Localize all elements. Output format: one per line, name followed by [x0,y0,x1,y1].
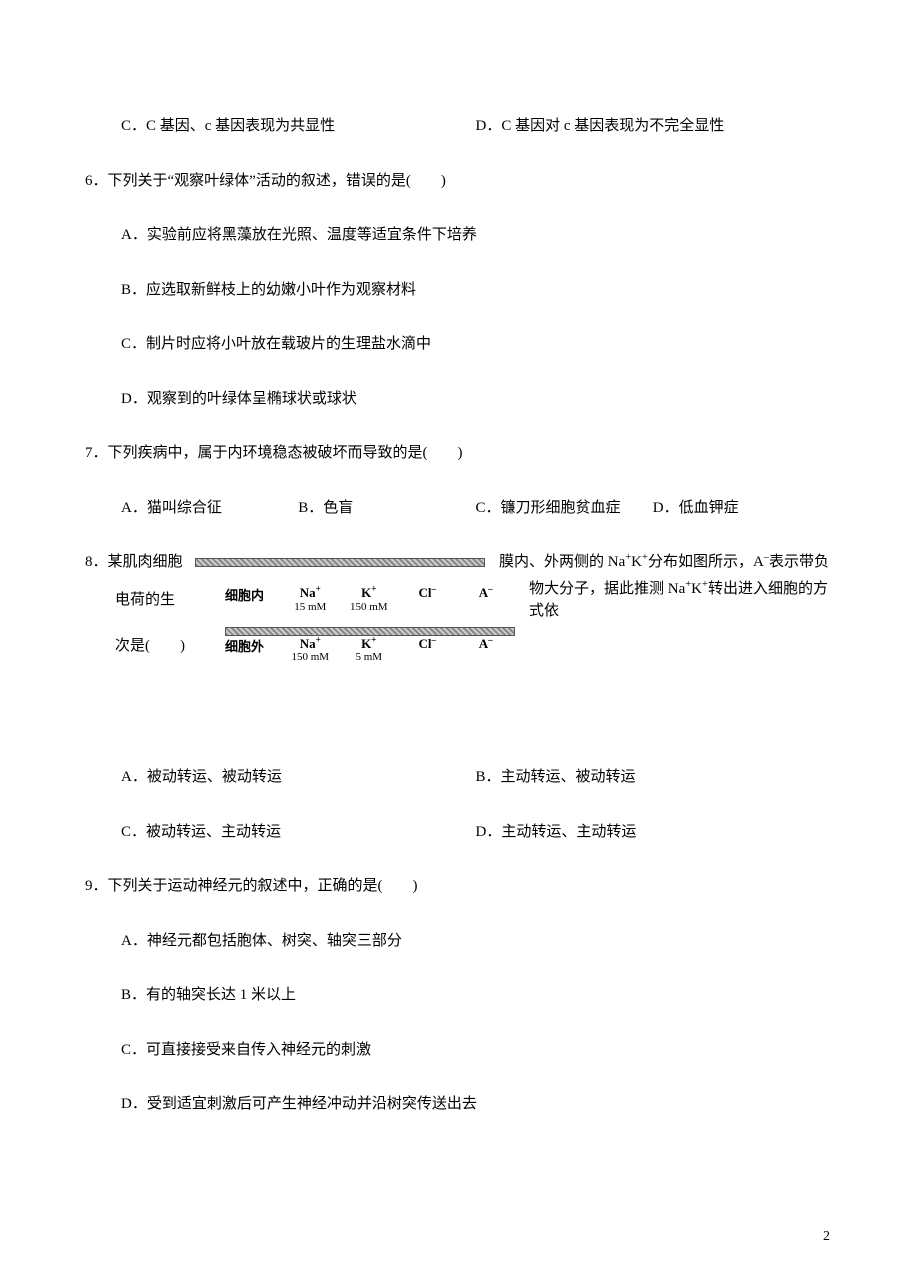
q8-fig-col2: Cl– [418,585,436,600]
q8-fig-ocol0: Na+ [300,636,321,651]
q8-fig-out-v0: 150 mM [281,651,340,664]
q8-fig-outside-label: 细胞外 [225,637,281,657]
q7-option-b: B．色盲 [298,497,475,520]
q7-option-a: A．猫叫综合征 [121,497,298,520]
q8-fig-col3: A– [479,585,493,600]
q6-option-c: C．制片时应将小叶放在载玻片的生理盐水滴中 [85,333,830,356]
q9-option-c: C．可直接接受来自传入神经元的刺激 [85,1039,830,1062]
q8-figure-membrane-bottom: 细胞外 Na+150 mM K+5 mM Cl– A– [225,627,515,667]
q8-fig-ocol3: A– [479,636,493,651]
q7-option-d: D．低血钾症 [653,497,830,520]
q8-figure-membrane-top [195,558,485,567]
q8-fig-col1: K+ [361,585,376,600]
q5-option-d: D．C 基因对 c 基因表现为不完全显性 [476,115,831,138]
q8-stem-frag1: 8．某肌肉细胞 [85,551,195,574]
q6-stem: 6．下列关于“观察叶绿体”活动的叙述，错误的是( ) [85,170,830,193]
q9-option-d: D．受到适宜刺激后可产生神经冲动并沿树突传送出去 [85,1093,830,1116]
q8-stem-frag3: 次是( ) [85,635,225,658]
q9-option-b: B．有的轴突长达 1 米以上 [85,984,830,1007]
q8-stem-frag2b: 物大分子，据此推测 Na+K+转出进入细胞的方式依 [515,578,830,623]
q8-stem-frag1b: 膜内、外两侧的 Na+K+分布如图所示，A–表示带负 [485,551,830,574]
q8-block: 8．某肌肉细胞 膜内、外两侧的 Na+K+分布如图所示，A–表示带负 电荷的生 … [85,551,830,666]
q7-option-c: C．镰刀形细胞贫血症 [476,497,653,520]
q7-options: A．猫叫综合征 B．色盲 C．镰刀形细胞贫血症 D．低血钾症 [85,497,830,520]
q5-options-cd: C．C 基因、c 基因表现为共显性 D．C 基因对 c 基因表现为不完全显性 [85,115,830,138]
q6-option-b: B．应选取新鲜枝上的幼嫩小叶作为观察材料 [85,279,830,302]
q7-stem: 7．下列疾病中，属于内环境稳态被破坏而导致的是( ) [85,442,830,465]
q8-stem-frag2: 电荷的生 [85,589,225,612]
q8-fig-ocol2: Cl– [418,636,436,651]
q8-options-cd: C．被动转运、主动转运 D．主动转运、主动转运 [85,821,830,844]
q8-option-a: A．被动转运、被动转运 [121,766,476,789]
q9-option-a: A．神经元都包括胞体、树突、轴突三部分 [85,930,830,953]
q8-fig-col0: Na+ [300,585,321,600]
q5-option-c: C．C 基因、c 基因表现为共显性 [121,115,476,138]
q8-figure-inside-row: 细胞内 Na+15 mM K+150 mM Cl– A– [225,585,515,616]
q6-option-a: A．实验前应将黑藻放在光照、温度等适宜条件下培养 [85,224,830,247]
q6-option-d: D．观察到的叶绿体呈椭球状或球状 [85,388,830,411]
q8-option-b: B．主动转运、被动转运 [476,766,831,789]
q8-fig-out-v1: 5 mM [340,651,399,664]
page-number: 2 [823,1226,830,1247]
q8-options-ab: A．被动转运、被动转运 B．主动转运、被动转运 [85,766,830,789]
q9-stem: 9．下列关于运动神经元的叙述中，正确的是( ) [85,875,830,898]
q8-fig-in-v0: 15 mM [281,601,340,614]
q8-option-d: D．主动转运、主动转运 [476,821,831,844]
q8-fig-ocol1: K+ [361,636,376,651]
q8-fig-inside-label: 细胞内 [225,586,281,606]
q8-option-c: C．被动转运、主动转运 [121,821,476,844]
q8-fig-in-v1: 150 mM [340,601,399,614]
